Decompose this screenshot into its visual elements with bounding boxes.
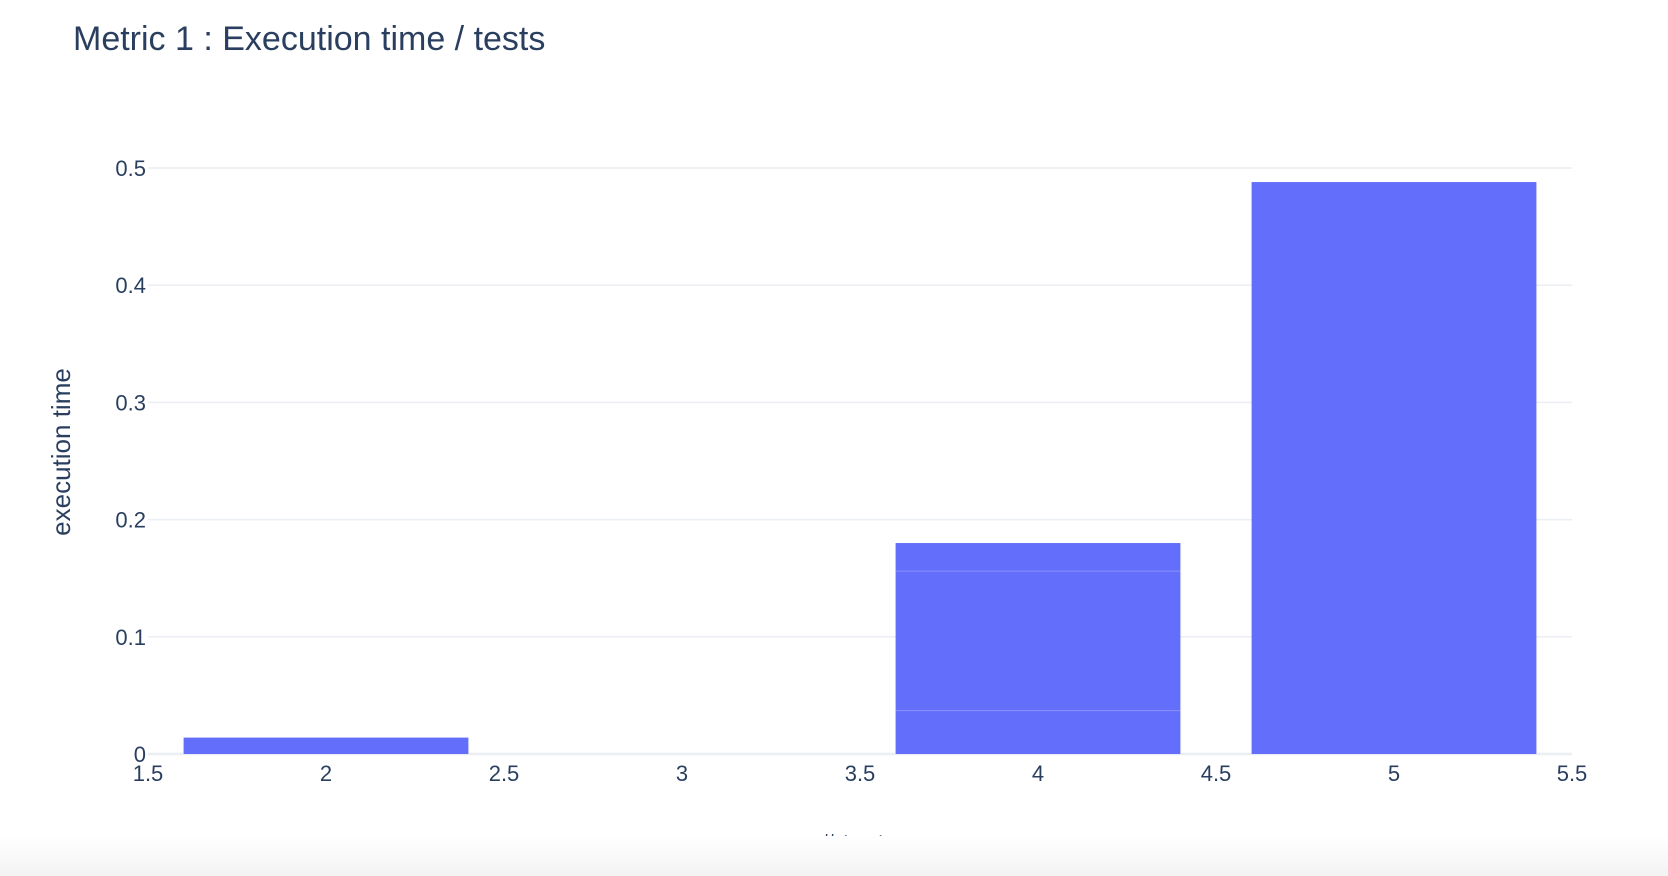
x-tick-label: 5.5 — [1557, 761, 1588, 786]
x-tick-label: 4 — [1032, 761, 1044, 786]
x-axis-ticks: 1.5 2 2.5 3 3.5 4 4.5 5 5.5 — [133, 761, 1588, 786]
y-tick-label: 0 — [134, 742, 146, 767]
y-tick-label: 0.1 — [115, 625, 146, 650]
x-tick-label: 2 — [320, 761, 332, 786]
x-tick-label: 4.5 — [1201, 761, 1232, 786]
y-tick-label: 0.3 — [115, 390, 146, 415]
x-tick-label: 2.5 — [489, 761, 520, 786]
x-tick-label: 3 — [676, 761, 688, 786]
chart-title: Metric 1 : Execution time / tests — [73, 20, 545, 58]
bar[interactable] — [183, 737, 469, 754]
bottom-edge-shade — [0, 836, 1668, 876]
y-tick-label: 0.4 — [115, 273, 146, 298]
y-axis-ticks: 0 0.1 0.2 0.3 0.4 0.5 — [115, 156, 146, 767]
bar[interactable] — [895, 543, 1181, 754]
y-tick-label: 0.2 — [115, 508, 146, 533]
x-tick-label: 5 — [1388, 761, 1400, 786]
bars — [183, 182, 1537, 755]
y-axis-title: execution time — [46, 368, 76, 536]
bar[interactable] — [1251, 182, 1537, 755]
x-tick-label: 1.5 — [133, 761, 164, 786]
y-tick-label: 0.5 — [115, 156, 146, 181]
x-tick-label: 3.5 — [845, 761, 876, 786]
